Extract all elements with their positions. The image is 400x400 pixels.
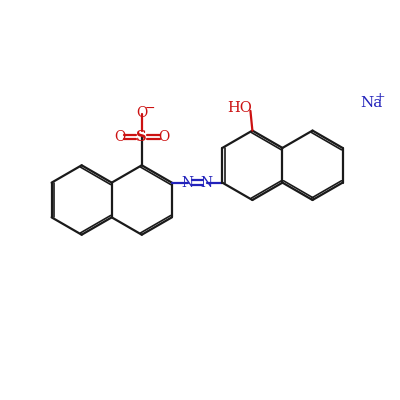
- Text: +: +: [374, 91, 385, 104]
- Text: O: O: [136, 106, 148, 120]
- Text: O: O: [114, 130, 125, 144]
- Text: HO: HO: [227, 101, 252, 115]
- Text: Na: Na: [360, 96, 382, 110]
- Text: O: O: [158, 130, 170, 144]
- Text: N: N: [200, 176, 213, 190]
- Text: N: N: [182, 176, 194, 190]
- Text: −: −: [144, 102, 155, 115]
- Text: S: S: [136, 130, 147, 144]
